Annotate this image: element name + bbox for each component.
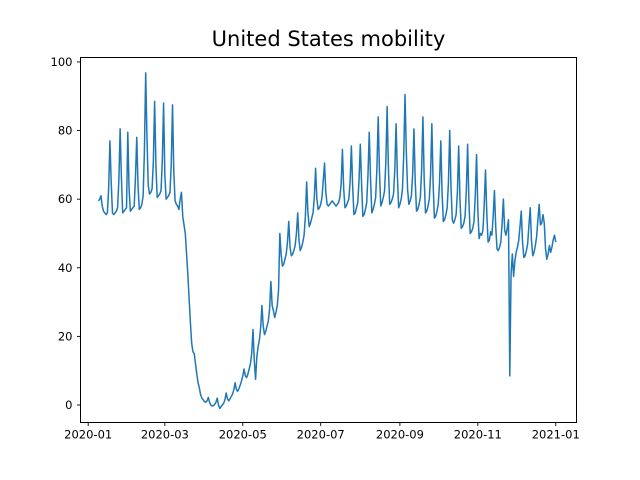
x-tick-label: 2020-09 bbox=[376, 428, 424, 442]
x-tick-label: 2020-07 bbox=[297, 428, 345, 442]
y-tick-label: 40 bbox=[58, 261, 73, 275]
axes-spines bbox=[80, 57, 577, 423]
y-tick-label: 20 bbox=[58, 329, 73, 343]
x-tick-label: 2021-01 bbox=[532, 428, 580, 442]
mobility-line bbox=[97, 72, 557, 410]
x-tick-label: 2020-01 bbox=[64, 428, 112, 442]
chart-title: United States mobility bbox=[212, 27, 446, 51]
x-tick-label: 2020-11 bbox=[454, 428, 502, 442]
line-layer bbox=[97, 72, 557, 410]
y-tick-label: 100 bbox=[51, 55, 73, 69]
x-tick-label: 2020-03 bbox=[141, 428, 189, 442]
x-tick-label: 2020-05 bbox=[219, 428, 267, 442]
y-tick-label: 60 bbox=[58, 192, 73, 206]
axes-layer: 0 20 40 60 80 100 2020-01 2020-03 2020-05 2020-07… bbox=[51, 55, 580, 442]
y-tick-label: 0 bbox=[65, 398, 72, 412]
y-tick-label: 80 bbox=[58, 124, 73, 138]
